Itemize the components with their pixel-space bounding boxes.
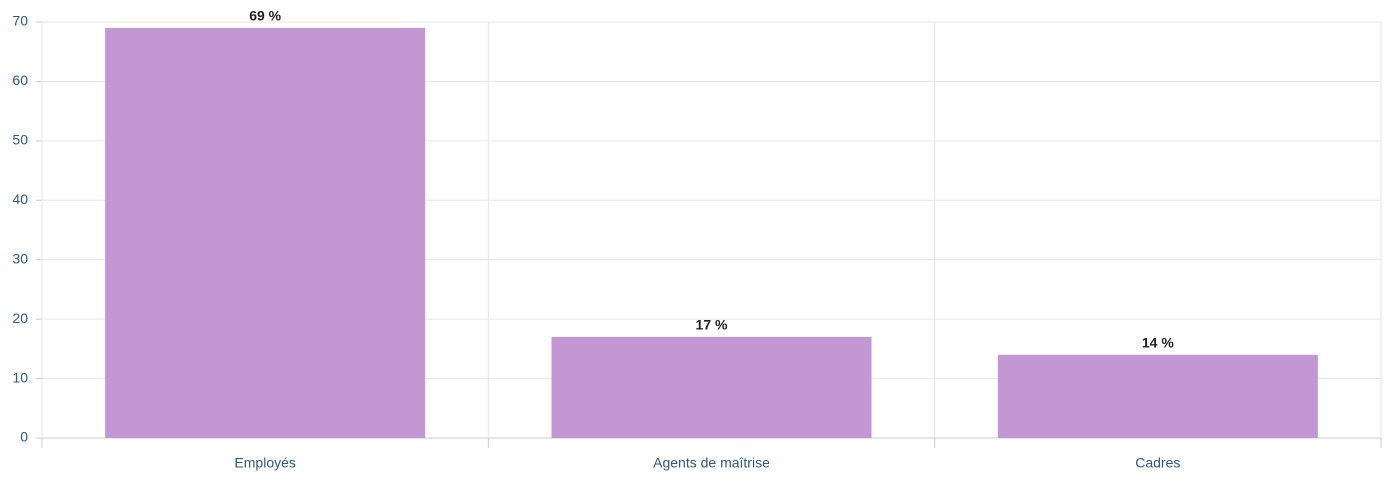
y-tick-label: 20 [12,310,28,326]
x-tick-label: Cadres [1135,455,1180,471]
bar [105,27,426,438]
x-tick-label: Employés [234,455,295,471]
bar [551,336,872,438]
y-tick-label: 10 [12,369,28,385]
y-tick-label: 30 [12,250,28,266]
value-label: 69 % [249,8,281,24]
y-tick-label: 0 [20,429,28,445]
x-tick-label: Agents de maîtrise [653,455,770,471]
value-label: 17 % [696,317,728,333]
value-label: 14 % [1142,335,1174,351]
bar [997,354,1318,438]
y-tick-label: 50 [12,132,28,148]
y-tick-label: 60 [12,72,28,88]
y-tick-label: 70 [12,13,28,29]
y-tick-label: 40 [12,191,28,207]
